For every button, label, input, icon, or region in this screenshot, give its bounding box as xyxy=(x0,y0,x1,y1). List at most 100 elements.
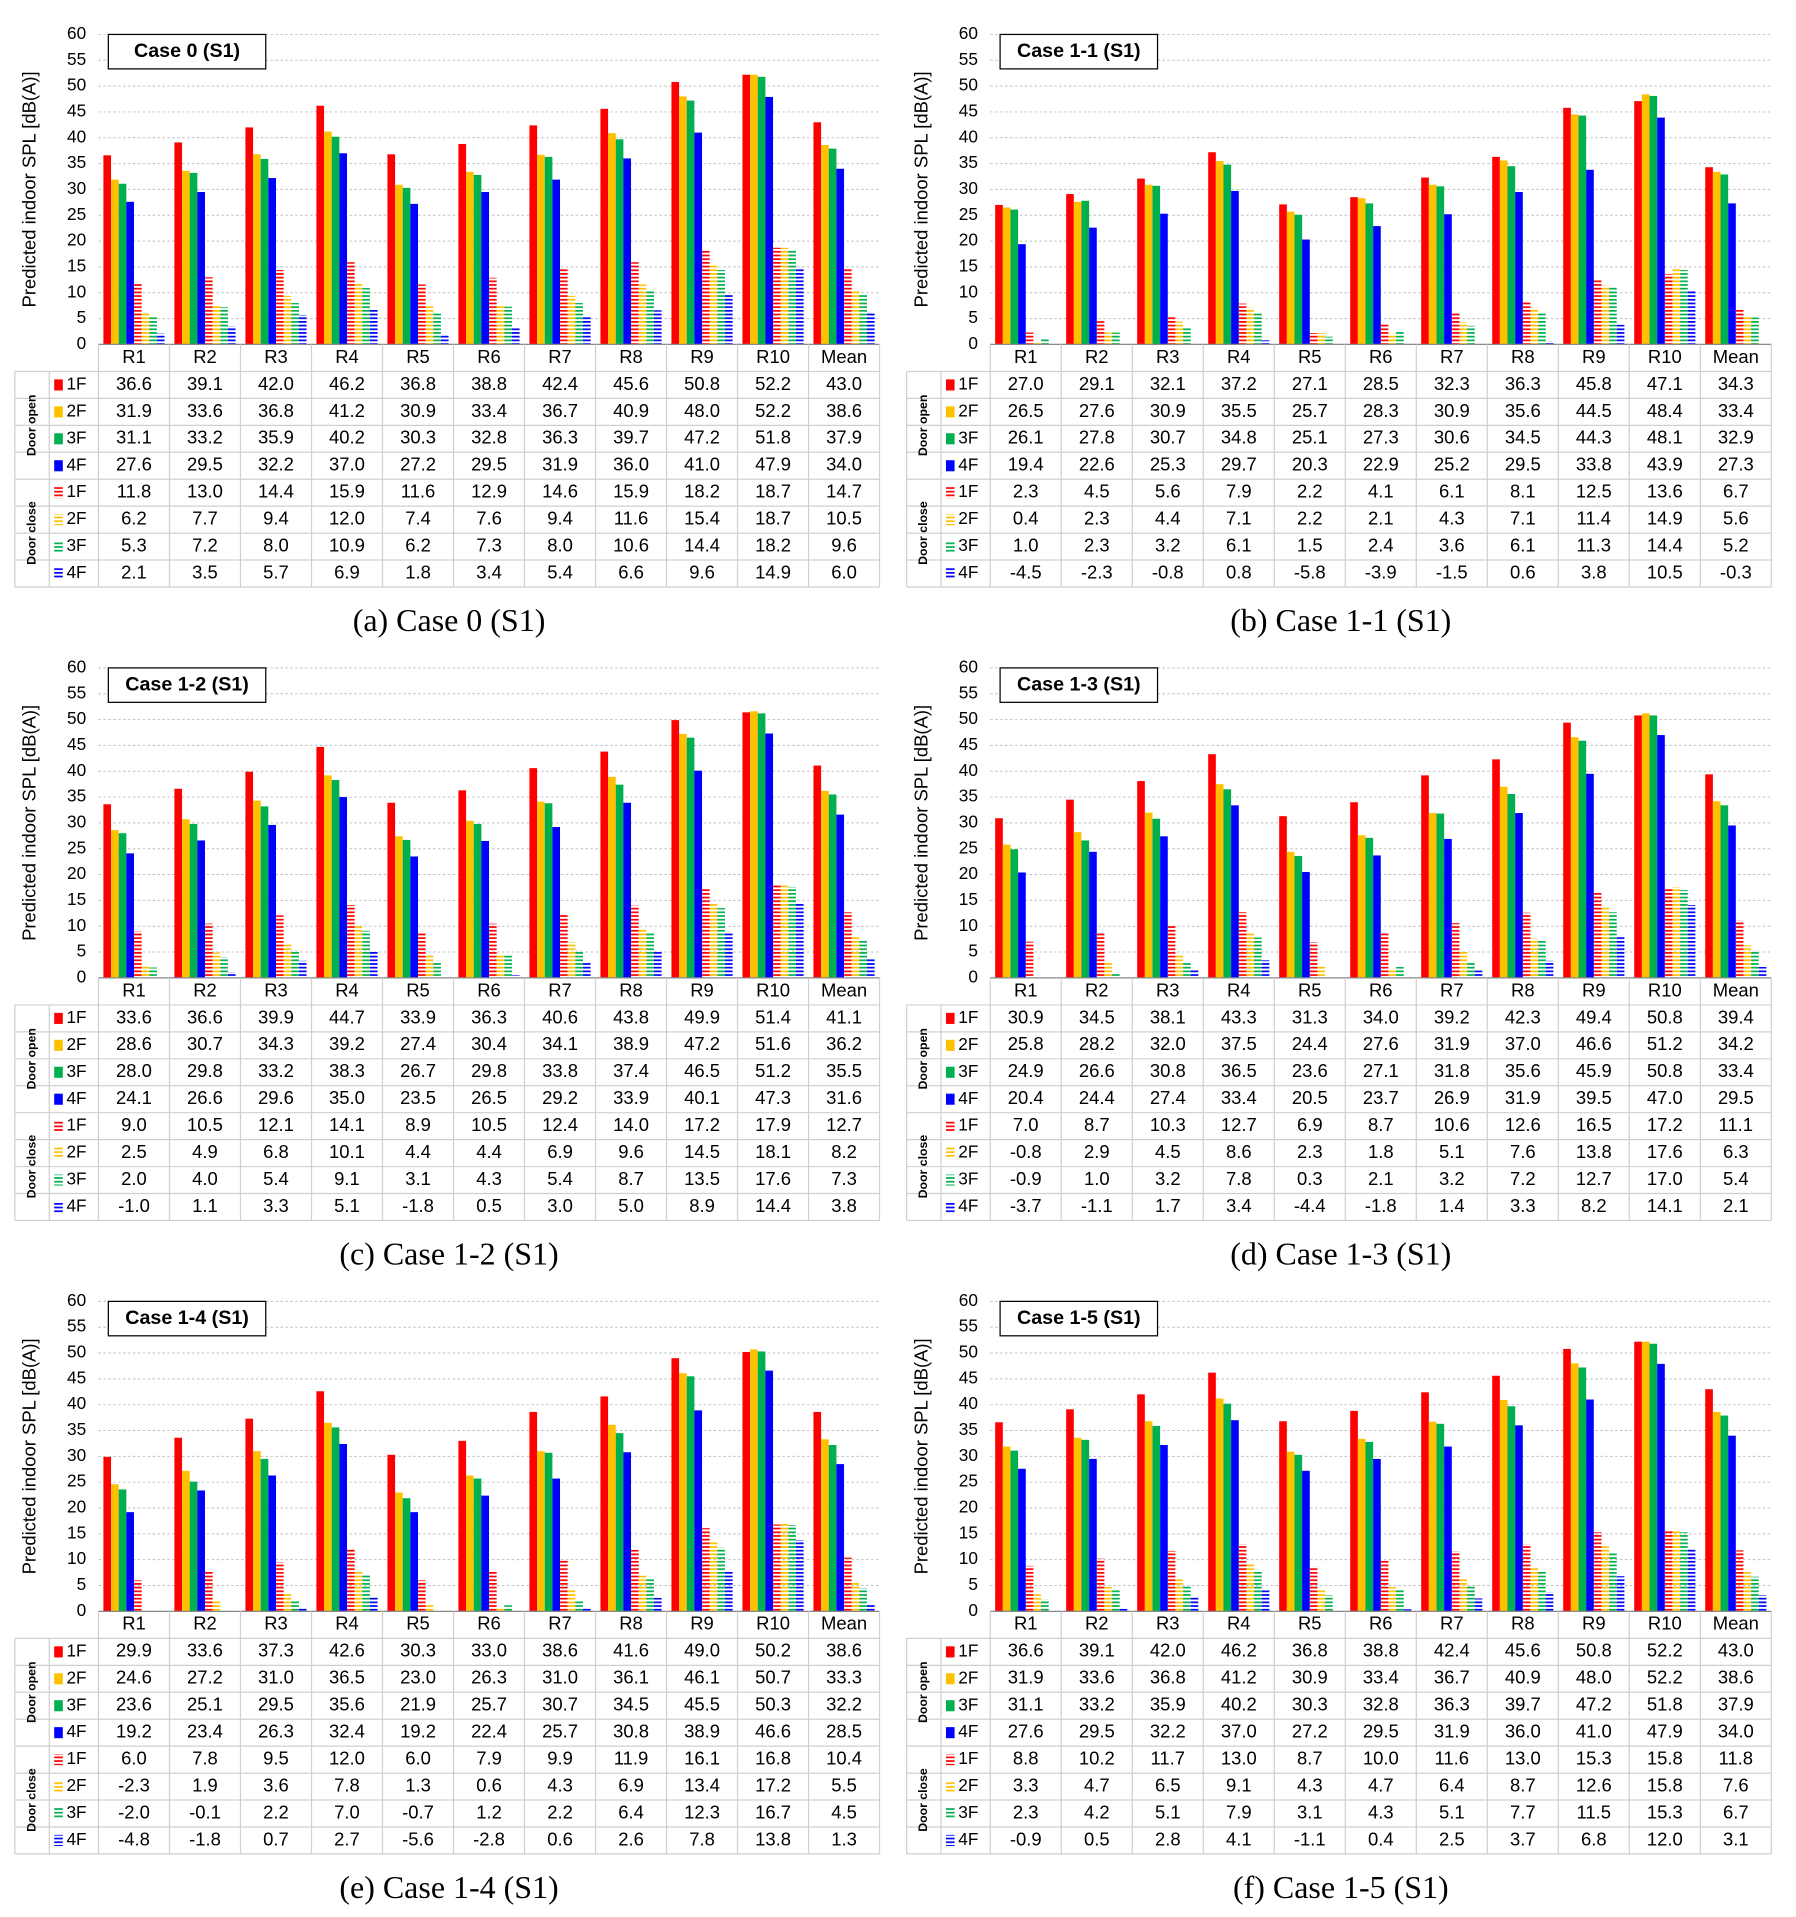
y-tick-label: 30 xyxy=(67,1445,86,1465)
bar xyxy=(742,74,751,345)
table-value: -4.8 xyxy=(118,1828,150,1849)
bar xyxy=(227,972,236,978)
table-value: 19.2 xyxy=(116,1721,152,1742)
table-value: 11.4 xyxy=(1577,508,1612,529)
bar xyxy=(1634,715,1642,978)
table-value: 28.3 xyxy=(1363,400,1399,421)
table-value: 41.0 xyxy=(684,454,720,475)
bar xyxy=(220,957,228,978)
group-label: Door open xyxy=(24,1028,38,1089)
bar xyxy=(1332,344,1341,345)
bar xyxy=(141,312,150,345)
table-value: 36.8 xyxy=(400,373,436,394)
table-value: 4.7 xyxy=(1084,1774,1110,1795)
table-value: 0.4 xyxy=(1013,508,1039,529)
y-tick-label: 40 xyxy=(959,126,978,146)
table-value: 19.4 xyxy=(1008,454,1044,475)
bar xyxy=(481,840,490,978)
bar xyxy=(1302,239,1310,345)
bar xyxy=(1507,793,1516,978)
table-value: 26.3 xyxy=(471,1667,507,1688)
table-value: 15.9 xyxy=(613,481,649,502)
y-tick-label: 0 xyxy=(77,966,87,986)
bar xyxy=(866,313,875,345)
table-value: 51.8 xyxy=(755,427,791,448)
table-value: 8.2 xyxy=(831,1141,857,1162)
legend-swatch xyxy=(945,1012,955,1024)
bar xyxy=(828,794,837,978)
table-value: 17.2 xyxy=(684,1114,720,1135)
table-value: 34.3 xyxy=(1718,373,1754,394)
bar xyxy=(174,1437,183,1612)
table-value: 6.1 xyxy=(1439,481,1465,502)
y-tick-label: 50 xyxy=(67,1342,86,1362)
y-tick-label: 30 xyxy=(67,811,86,831)
y-tick-label: 5 xyxy=(77,307,87,327)
table-value: 11.6 xyxy=(401,481,436,502)
bar xyxy=(780,1522,789,1612)
bar xyxy=(1609,912,1617,978)
legend-label: 2F xyxy=(67,1775,87,1795)
bar xyxy=(537,1451,545,1612)
title-box xyxy=(999,1300,1159,1337)
table-value: 30.3 xyxy=(400,427,436,448)
bar xyxy=(773,885,781,978)
legend-swatch xyxy=(54,1012,63,1024)
table-value: 0.8 xyxy=(1226,561,1252,582)
table-value: 8.2 xyxy=(1581,1195,1607,1216)
legend-swatch xyxy=(945,1807,955,1820)
y-tick-label: 10 xyxy=(959,915,978,935)
y-tick-label: 25 xyxy=(959,837,978,857)
bar xyxy=(291,949,299,978)
y-tick-label: 0 xyxy=(968,333,978,353)
table-value: 8.1 xyxy=(1510,481,1536,502)
table-value: 25.1 xyxy=(187,1694,223,1715)
x-tick-label: R10 xyxy=(1648,1613,1682,1634)
table-value: 30.9 xyxy=(400,400,436,421)
table-value: 4.5 xyxy=(1155,1141,1181,1162)
table-value: 2.5 xyxy=(1439,1828,1465,1849)
legend-label: 3F xyxy=(958,1169,978,1189)
bar xyxy=(821,1439,829,1612)
bar xyxy=(1743,315,1752,345)
bar xyxy=(1309,1566,1318,1612)
bar xyxy=(671,720,680,978)
bar xyxy=(995,818,1003,978)
bar xyxy=(552,179,561,345)
table-value: 7.4 xyxy=(405,508,431,529)
table-value: 22.6 xyxy=(1079,454,1115,475)
bar xyxy=(1089,1458,1097,1612)
table-value: 8.9 xyxy=(689,1195,715,1216)
table-value: 29.8 xyxy=(187,1060,223,1081)
table-value: 17.6 xyxy=(755,1168,791,1189)
bar xyxy=(1302,871,1310,978)
legend-swatch xyxy=(945,406,955,418)
bar xyxy=(347,905,355,978)
bar xyxy=(1578,1367,1587,1612)
bar xyxy=(1175,321,1184,345)
bar xyxy=(253,800,261,978)
y-tick-label: 55 xyxy=(959,682,978,702)
bar xyxy=(1294,214,1303,345)
table-value: 0.4 xyxy=(1368,1828,1394,1849)
table-value: 47.9 xyxy=(755,454,791,475)
table-value: 3.8 xyxy=(831,1195,857,1216)
table-value: 30.4 xyxy=(471,1033,507,1054)
table-value: 44.7 xyxy=(329,1006,365,1027)
bar xyxy=(1208,754,1216,978)
bar xyxy=(458,143,467,345)
bar xyxy=(750,711,758,978)
bars xyxy=(995,1341,1767,1612)
table-value: 19.2 xyxy=(400,1721,436,1742)
table-value: 12.4 xyxy=(542,1114,578,1135)
legend-label: 3F xyxy=(958,427,978,447)
table-value: -0.7 xyxy=(402,1801,434,1822)
legend-swatch xyxy=(945,1673,955,1685)
x-tick-label: R9 xyxy=(690,1613,714,1634)
bar xyxy=(1137,178,1145,345)
bar xyxy=(1421,775,1429,978)
y-tick-label: 40 xyxy=(67,1393,86,1413)
bar xyxy=(859,294,867,345)
bar xyxy=(1570,1363,1579,1612)
bar xyxy=(1735,1550,1744,1612)
